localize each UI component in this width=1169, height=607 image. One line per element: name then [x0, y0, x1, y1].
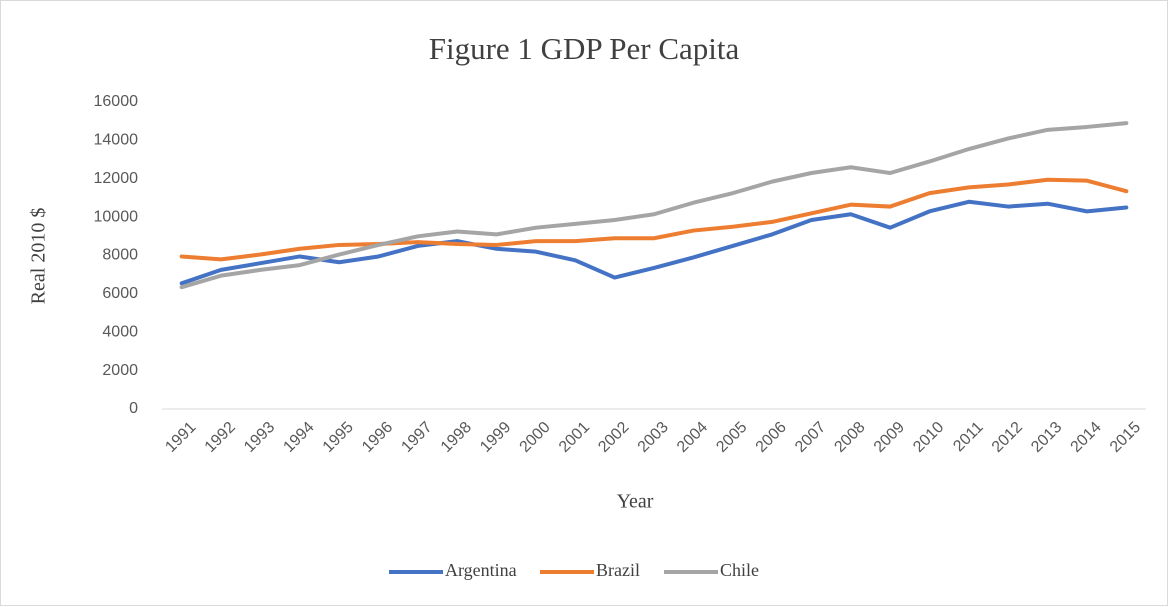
- line-series: [179, 177, 1129, 262]
- y-tick-label: 4000: [102, 323, 138, 340]
- y-tick-label: 10000: [94, 208, 139, 225]
- y-axis-label: Real 2010 $: [28, 208, 50, 305]
- legend-label: Argentina: [445, 560, 517, 580]
- line-series: [179, 199, 1129, 286]
- y-tick-label: 14000: [94, 132, 139, 149]
- y-tick-label: 16000: [94, 93, 139, 110]
- line-series: [179, 121, 1129, 290]
- y-tick-label: 8000: [102, 247, 138, 264]
- chart-title: Figure 1 GDP Per Capita: [429, 31, 740, 66]
- legend-label: Chile: [720, 560, 759, 580]
- y-tick-label: 6000: [102, 285, 138, 302]
- y-tick-label: 12000: [94, 170, 139, 187]
- y-tick-label: 2000: [102, 362, 138, 379]
- y-tick-label: 0: [129, 400, 138, 417]
- x-axis-label: Year: [617, 491, 654, 513]
- legend-label: Brazil: [596, 560, 640, 580]
